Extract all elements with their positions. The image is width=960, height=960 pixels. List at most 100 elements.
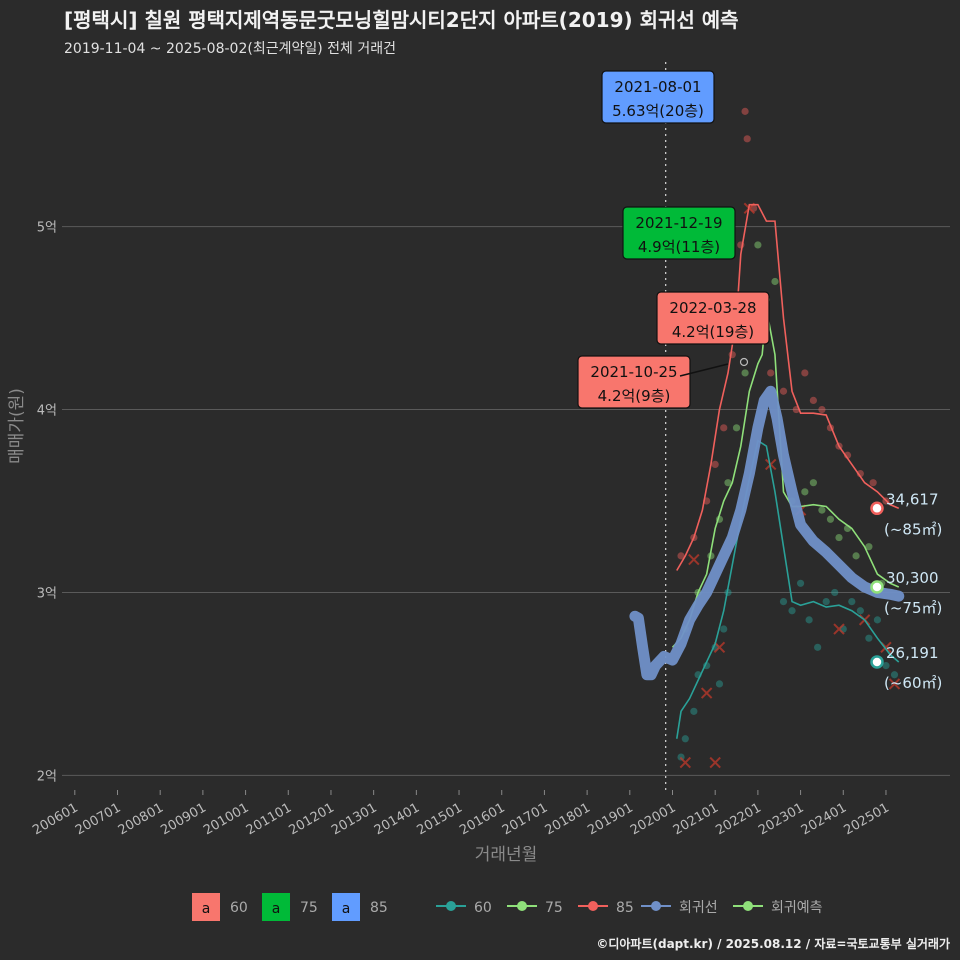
legend-line-dot: [588, 901, 598, 911]
point-85: [779, 387, 788, 395]
point-60: [890, 671, 899, 679]
x-tick-label: 201501: [415, 800, 465, 838]
point-85: [677, 552, 685, 560]
x-tick-label: 200601: [30, 800, 80, 838]
annotation-price: 4.2억(19층): [672, 323, 754, 341]
point-85: [741, 107, 749, 115]
annotation-box: [601, 70, 715, 124]
x-tick-label: 200801: [116, 800, 166, 838]
legend-box-label: 75: [300, 900, 318, 916]
point-75: [818, 506, 826, 514]
end-label-area: (~60㎡): [884, 674, 942, 692]
point-60: [822, 597, 830, 606]
point-75: [865, 543, 873, 551]
end-label-value: 30,300: [886, 569, 939, 587]
annotation-date: 2021-10-25: [590, 363, 677, 381]
x-tick-label: 201701: [500, 800, 550, 838]
legend-line-dot: [517, 901, 527, 911]
annotation-date: 2022-03-28: [669, 299, 756, 317]
legend-line-label: 회귀예측: [771, 900, 823, 916]
series-line-85: [676, 203, 900, 571]
legend-line-dot: [651, 901, 661, 911]
cross-mark: [833, 623, 845, 635]
cross-mark: [688, 553, 700, 566]
x-tick-label: 202401: [799, 800, 849, 838]
point-60: [831, 588, 839, 597]
legend-line-label: 회귀선: [679, 900, 718, 916]
legend-line-label: 60: [474, 900, 492, 916]
point-75: [754, 241, 762, 249]
point-60: [779, 597, 788, 606]
legend-box-label: 85: [370, 900, 388, 916]
x-tick-label: 201001: [201, 800, 251, 838]
point-85: [720, 424, 728, 432]
point-85: [743, 135, 751, 143]
cross-mark: [679, 756, 692, 769]
annotation-price: 4.2억(9층): [598, 387, 671, 405]
x-tick-label: 202201: [713, 800, 763, 838]
x-tick-label: 201301: [329, 800, 379, 838]
cross-mark: [709, 756, 721, 769]
annotation-leader: [679, 363, 729, 377]
end-label-value: 26,191: [886, 644, 939, 662]
point-85: [809, 396, 817, 404]
point-60: [715, 680, 724, 688]
end-marker: [870, 580, 884, 594]
point-85: [818, 405, 826, 414]
end-label-value: 34,617: [886, 490, 939, 508]
y-tick-label: 5억: [37, 221, 57, 236]
legend-box-key: [262, 893, 290, 921]
annotation-box: [656, 291, 770, 345]
point-60: [690, 707, 698, 715]
legend-line-label: 75: [545, 900, 563, 916]
point-60: [796, 579, 805, 587]
legend-box-key: [192, 893, 220, 921]
y-tick-label: 4억: [37, 404, 57, 419]
annotation-date: 2021-12-19: [635, 214, 722, 232]
x-tick-label: 201101: [244, 800, 294, 838]
annotation-point: [739, 357, 749, 367]
regression-line: [629, 385, 905, 681]
cross-mark: [764, 458, 777, 471]
x-tick-label: 201901: [585, 800, 635, 838]
x-tick-label: 202001: [628, 800, 678, 838]
legend-line-label: 85: [616, 900, 634, 916]
legend-box-key: [332, 893, 360, 921]
point-75: [724, 479, 732, 487]
legend-line-dot: [743, 901, 753, 911]
point-75: [809, 479, 817, 487]
point-75: [801, 488, 809, 496]
annotation-price: 5.63억(20층): [612, 102, 704, 120]
credit-text: ©디아파트(dapt.kr) / 2025.08.12 / 자료=국토교통부 실…: [596, 937, 950, 951]
x-tick-label: 201201: [286, 800, 336, 838]
x-tick-label: 200701: [73, 800, 123, 838]
x-tick-label: 201801: [543, 800, 593, 838]
point-60: [814, 643, 822, 651]
point-85: [869, 479, 877, 487]
x-tick-label: 201401: [372, 800, 422, 838]
annotation-date: 2021-08-01: [614, 78, 701, 96]
y-axis-title: 매매가(원): [7, 388, 27, 464]
point-60: [788, 607, 796, 615]
point-75: [732, 424, 741, 432]
point-60: [873, 616, 882, 624]
x-axis-title: 거래년월: [475, 845, 538, 865]
end-marker: [870, 501, 884, 516]
point-60: [805, 616, 813, 624]
point-85: [767, 369, 775, 377]
point-60: [681, 735, 689, 743]
point-85: [711, 460, 719, 469]
point-60: [865, 634, 873, 642]
annotation-price: 4.9억(11층): [638, 238, 720, 256]
point-60: [882, 662, 890, 670]
point-60: [856, 607, 864, 615]
x-tick-label: 202301: [756, 800, 806, 838]
end-marker: [870, 655, 884, 669]
series-line-60: [675, 439, 900, 739]
legend-box-glyph: a: [342, 901, 351, 917]
point-75: [826, 515, 835, 523]
cross-mark: [888, 678, 901, 690]
end-label-area: (~75㎡): [884, 599, 942, 617]
y-tick-label: 2억: [37, 769, 57, 784]
